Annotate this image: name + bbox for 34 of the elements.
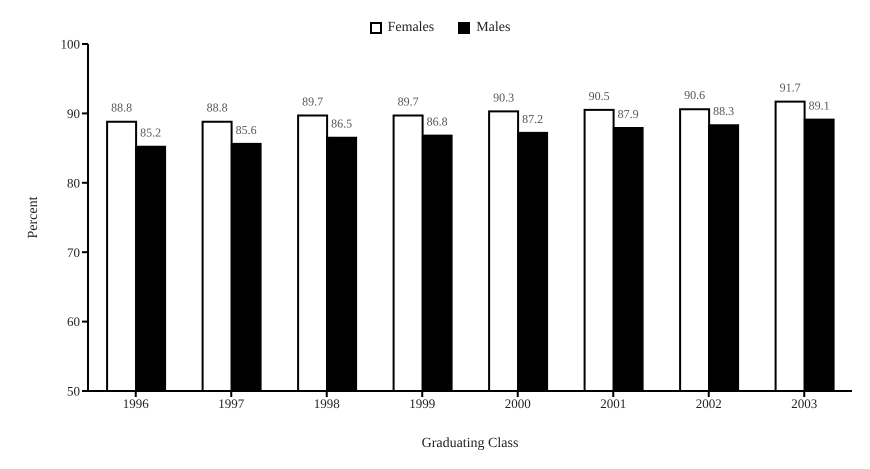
x-tick-label: 1999 [409, 396, 436, 412]
y-tick-label: 90 [67, 106, 80, 122]
data-label: 88.8 [206, 100, 228, 115]
y-axis-title: Percent [26, 196, 41, 238]
data-label: 85.2 [140, 126, 162, 140]
data-label: 89.7 [398, 94, 419, 108]
x-axis-title: Graduating Class [422, 436, 518, 451]
legend-label: Males [476, 20, 510, 36]
data-label: 90.5 [588, 88, 610, 103]
y-tick-label: 100 [60, 36, 80, 52]
y-tick-label: 60 [67, 314, 80, 330]
data-label: 91.7 [780, 80, 801, 95]
y-tick-label: 80 [67, 175, 80, 190]
x-tick-label: 1998 [314, 396, 340, 412]
data-label: 87.9 [618, 106, 639, 121]
data-label: 87.2 [522, 112, 544, 126]
data-label: 90.3 [493, 90, 514, 104]
data-label: 88.3 [713, 104, 734, 118]
data-label: 88.8 [111, 100, 132, 115]
y-tick-label: 50 [67, 384, 80, 399]
data-label: 89.1 [808, 98, 830, 113]
data-label: 85.6 [236, 122, 257, 137]
data-label: 86.5 [331, 116, 352, 131]
legend-label: Females [388, 20, 434, 36]
data-label: 90.6 [684, 88, 706, 102]
x-tick-label: 1996 [122, 396, 150, 412]
x-tick-label: 1997 [218, 396, 245, 412]
x-tick-label: 2003 [791, 396, 818, 412]
x-tick-label: 2002 [696, 396, 722, 412]
x-tick-label: 2000 [504, 396, 531, 412]
x-tick-label: 2001 [600, 396, 626, 412]
data-label: 86.8 [426, 114, 448, 129]
data-label: 89.7 [302, 94, 324, 108]
y-tick-label: 70 [67, 244, 80, 260]
